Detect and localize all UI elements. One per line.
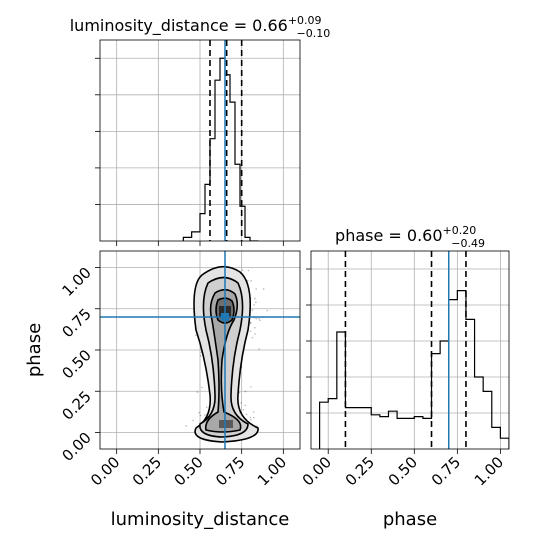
joint-xtick-label-0: 0.00: [87, 453, 123, 489]
top-quantile-lines: [209, 40, 243, 241]
right-xtick-label-1: 0.25: [342, 453, 378, 489]
scatter-point: [255, 288, 258, 290]
title-phase: phase = 0.60+0.20 −0.49: [335, 224, 485, 250]
scatter-point: [251, 309, 254, 311]
density-peak-lower: [219, 420, 233, 428]
scatter-point: [238, 391, 241, 394]
hist-luminosity-distance-panel: [95, 39, 301, 246]
title-luminosity-distance: luminosity_distance = 0.66+0.09 −0.10: [70, 14, 331, 40]
scatter-point: [250, 418, 252, 421]
right-grid: [311, 251, 509, 449]
ylabel-phase: phase: [24, 323, 45, 377]
scatter-point: [249, 321, 252, 324]
scatter-point: [249, 416, 252, 419]
scatter-point: [196, 391, 199, 393]
scatter-point: [195, 334, 197, 337]
top-ticks: [95, 57, 284, 246]
scatter-point: [253, 304, 255, 306]
joint-ticks: 0.00 0.25 0.50 0.75 1.000.000.250.500.751.00: [58, 264, 290, 490]
scatter-point: [255, 301, 257, 304]
scatter-point: [266, 309, 268, 312]
joint-ytick-label-3: 0.75: [58, 305, 94, 341]
scatter-point: [252, 416, 255, 419]
density-level-3: [204, 288, 242, 433]
scatter-point: [185, 425, 187, 427]
joint-density-fill: [193, 265, 259, 443]
scatter-point: [244, 404, 247, 407]
scatter-point: [192, 419, 194, 422]
scatter-point: [250, 386, 252, 388]
joint-xtick-label-2: 0.50: [170, 453, 206, 489]
xlabel-phase: phase: [383, 509, 437, 530]
joint-ytick-label-2: 0.50: [58, 346, 94, 382]
scatter-point: [253, 411, 255, 413]
joint-panel: 0.00 0.25 0.50 0.75 1.000.000.250.500.751.00: [58, 250, 301, 490]
scatter-point: [258, 348, 260, 350]
joint-ytick-label-4: 1.00: [58, 264, 94, 300]
right-quantile-lines: [344, 251, 467, 449]
scatter-point: [205, 406, 208, 409]
right-xtick-label-3: 0.75: [428, 453, 464, 489]
hist-phase-steps: [319, 290, 509, 449]
hist-phase-panel: 0.00 0.25 0.50 0.75 1.00: [299, 250, 510, 489]
scatter-point: [258, 317, 260, 320]
right-xtick-label-0: 0.00: [299, 453, 335, 489]
scatter-point: [249, 322, 252, 325]
scatter-point: [247, 269, 250, 272]
right-ticks: 0.00 0.25 0.50 0.75 1.00: [299, 268, 507, 489]
hist-luminosity-distance-steps: [182, 57, 259, 241]
truth-marker: [221, 313, 229, 321]
right-xtick-label-4: 1.00: [471, 453, 507, 489]
joint-ytick-label-0: 0.00: [58, 429, 94, 465]
scatter-point: [198, 411, 200, 414]
scatter-point: [242, 409, 245, 411]
scatter-point: [259, 319, 261, 322]
scatter-point: [253, 326, 256, 329]
scatter-point: [240, 402, 243, 404]
right-xtick-label-2: 0.50: [385, 453, 421, 489]
scatter-point: [255, 317, 258, 320]
right-panel-frame: [310, 250, 510, 450]
xlabel-luminosity-distance: luminosity_distance: [111, 509, 290, 530]
joint-xtick-label-4: 1.00: [254, 453, 290, 489]
scatter-point: [226, 450, 228, 452]
scatter-point: [199, 414, 202, 417]
scatter-point: [201, 386, 203, 389]
scatter-point: [254, 333, 256, 335]
scatter-point: [204, 414, 206, 416]
scatter-point: [245, 413, 248, 416]
scatter-point: [239, 454, 241, 456]
scatter-point: [246, 279, 249, 282]
joint-xtick-label-3: 0.75: [212, 453, 248, 489]
joint-ytick-label-1: 0.25: [58, 387, 94, 423]
top-grid: [100, 40, 300, 241]
scatter-point: [251, 336, 254, 339]
joint-xtick-label-1: 0.25: [129, 453, 165, 489]
scatter-point: [241, 269, 244, 272]
scatter-point: [249, 330, 252, 333]
scatter-point: [244, 390, 247, 393]
scatter-point: [250, 280, 252, 282]
scatter-point: [199, 355, 202, 357]
scatter-point: [262, 288, 265, 290]
scatter-point: [254, 297, 256, 300]
